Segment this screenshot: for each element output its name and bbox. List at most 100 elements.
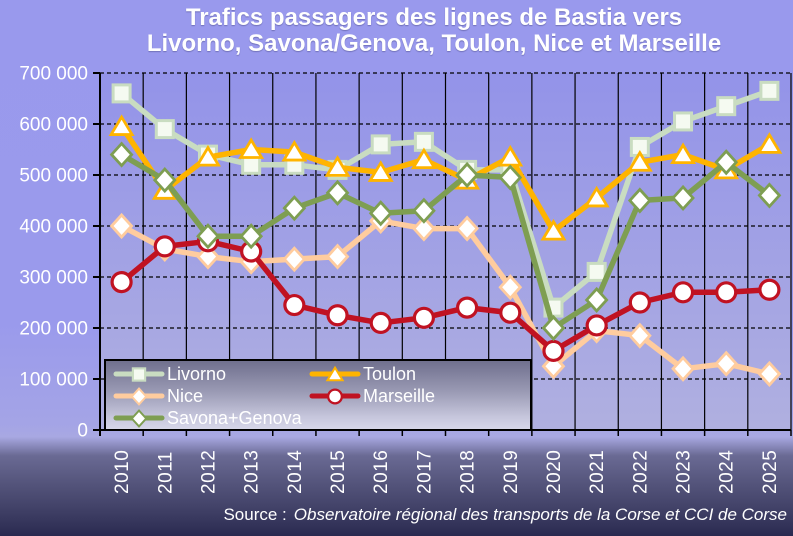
series-marseille-point-2024 <box>715 281 738 304</box>
series-nice-point-2017 <box>412 215 436 242</box>
series-toulon-point-2021 <box>583 185 610 208</box>
series-marseille-point-2025 <box>758 278 781 301</box>
x-tick-label-2013: 2013 <box>242 450 263 494</box>
legend-label-livorno: Livorno <box>167 364 227 384</box>
series-marseille-point-2023 <box>671 281 695 304</box>
series-livorno-point-2010 <box>111 83 132 104</box>
series-savona-genova-point-2010 <box>109 141 134 168</box>
series-savona-genova-point-2015 <box>325 179 350 206</box>
series-livorno-point-2023 <box>673 111 694 132</box>
series-nice-point-2023 <box>671 355 695 382</box>
savona-genova-marker-icon <box>113 409 165 428</box>
series-savona-genova-point-2019 <box>498 164 523 191</box>
y-tick-label: 0 <box>77 421 88 442</box>
series-marseille-point-2021 <box>585 314 608 337</box>
x-tick-label-2021: 2021 <box>587 450 608 494</box>
legend-label-marseille: Marseille <box>363 386 436 406</box>
x-tick-label-2014: 2014 <box>285 450 306 494</box>
y-tick-label: 600 000 <box>19 115 88 136</box>
legend-item-nice: Nice <box>113 385 309 407</box>
series-toulon-point-2016 <box>367 160 394 182</box>
series-livorno-point-2021 <box>586 261 607 282</box>
series-livorno-line <box>118 88 773 311</box>
series-savona-genova-point-2014 <box>282 195 307 222</box>
marseille-marker-icon <box>309 388 361 405</box>
legend-sample-marker <box>327 388 343 405</box>
x-tick-label-2020: 2020 <box>544 450 565 494</box>
series-savona-genova-point-2025 <box>757 182 782 209</box>
series-toulon-point-2025 <box>756 132 783 154</box>
chart-title-line1: Trafics passagers des lignes de Bastia v… <box>185 4 683 31</box>
legend-sample-marker <box>130 387 148 406</box>
series-marseille-point-2015 <box>326 304 349 327</box>
series-toulon-point-2015 <box>324 155 351 177</box>
x-tick-label-2019: 2019 <box>501 450 522 494</box>
y-tick-label: 500 000 <box>19 166 88 187</box>
y-tick-label: 700 000 <box>19 64 88 85</box>
series-marseille-point-2016 <box>369 311 392 334</box>
series-toulon-point-2013 <box>238 137 265 159</box>
series-nice-point-2014 <box>282 246 307 273</box>
series-nice-point-2024 <box>714 350 739 377</box>
legend-sample-marker <box>325 365 345 382</box>
series-marseille-point-2020 <box>542 339 565 363</box>
series-marseille-point-2010 <box>110 271 133 294</box>
x-tick-label-2016: 2016 <box>371 450 392 494</box>
x-tick-label-2011: 2011 <box>155 451 176 494</box>
legend-item-livorno: Livorno <box>113 363 309 385</box>
x-tick-label-2010: 2010 <box>112 450 133 494</box>
series-savona-genova-line <box>118 151 773 331</box>
series-toulon-point-2023 <box>670 142 697 165</box>
x-tick-label-2024: 2024 <box>717 450 738 494</box>
chart-title-line2: Livorno, Savona/Genova, Toulon, Nice et … <box>146 30 722 57</box>
x-tick-label-2015: 2015 <box>328 450 349 494</box>
chart-title: Trafics passagers des lignes de Bastia v… <box>75 5 793 57</box>
legend-label-toulon: Toulon <box>363 364 417 384</box>
y-tick-label: 400 000 <box>19 217 88 238</box>
series-savona-genova-point-2018 <box>455 161 479 189</box>
series-toulon-point-2012 <box>194 144 221 167</box>
series-toulon-point-2010 <box>108 114 135 136</box>
series-marseille-point-2014 <box>283 293 306 317</box>
series-livorno-point-2025 <box>759 80 780 101</box>
series-toulon-point-2020 <box>540 218 567 241</box>
y-tick-label: 200 000 <box>19 319 88 340</box>
series-marseille-point-2019 <box>499 301 522 324</box>
series-savona-genova-point-2012 <box>196 223 220 250</box>
series-marseille-point-2011 <box>153 235 176 258</box>
series-savona-genova-point-2021 <box>584 286 609 314</box>
series-nice-line <box>118 218 773 377</box>
series-nice-point-2015 <box>325 243 350 270</box>
source-text: Observatoire régional des transports de … <box>293 505 787 524</box>
x-tick-label-2012: 2012 <box>199 450 220 494</box>
series-livorno-point-2024 <box>716 96 737 117</box>
legend-label-nice: Nice <box>167 386 204 406</box>
series-savona-genova-point-2023 <box>671 184 695 212</box>
series-toulon-point-2014 <box>281 139 308 162</box>
series-savona-genova-point-2022 <box>627 187 652 214</box>
series-nice-point-2025 <box>757 360 782 387</box>
legend-item-toulon: Toulon <box>309 363 526 385</box>
legend-sample-marker <box>131 367 147 382</box>
source-footer: Source : Observatoire régional des transp… <box>223 502 787 528</box>
series-savona-genova-point-2024 <box>714 149 739 176</box>
series-marseille-point-2018 <box>455 296 479 319</box>
series-savona-genova-point-2013 <box>239 223 264 250</box>
series-nice-point-2019 <box>498 274 523 301</box>
livorno-marker-icon <box>113 367 165 382</box>
y-tick-label: 100 000 <box>19 370 88 391</box>
series-marseille-line <box>118 238 773 354</box>
series-livorno-point-2011 <box>154 119 175 140</box>
legend-sample-marker <box>130 409 148 428</box>
toulon-marker-icon <box>309 365 361 382</box>
legend: Livorno Nice Savona+Genova Toulon Marseille <box>104 359 532 431</box>
series-savona-genova-point-2011 <box>152 167 177 194</box>
series-toulon-point-2022 <box>626 150 653 172</box>
series-savona-genova-point-2020 <box>541 314 566 342</box>
series-marseille-point-2017 <box>412 306 436 329</box>
legend-item-marseille: Marseille <box>309 385 526 407</box>
nice-marker-icon <box>113 387 165 406</box>
series-livorno-point-2016 <box>370 134 391 155</box>
